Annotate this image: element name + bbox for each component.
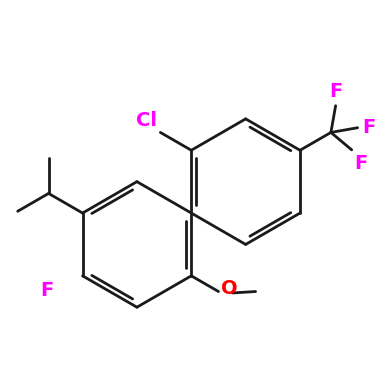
Text: Cl: Cl [136, 110, 157, 130]
Text: F: F [355, 154, 368, 173]
Text: F: F [362, 118, 375, 137]
Text: O: O [221, 279, 237, 298]
Text: F: F [329, 82, 342, 102]
Text: F: F [40, 281, 54, 300]
